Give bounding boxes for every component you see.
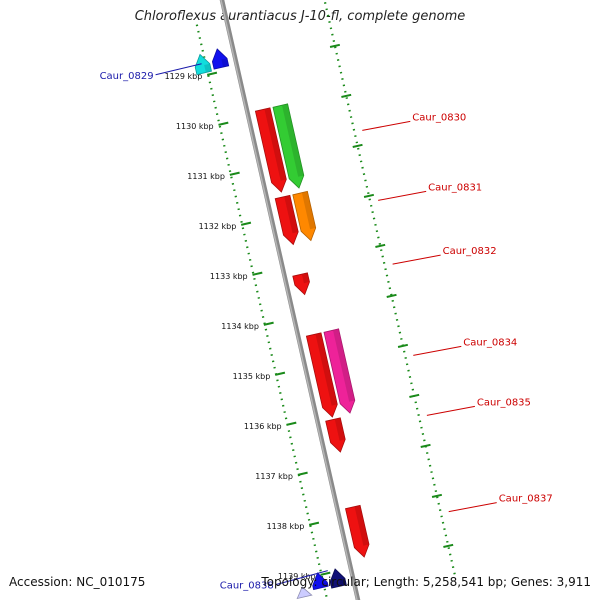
backbone-line	[219, 0, 361, 600]
gene-feature[interactable]	[194, 53, 212, 76]
tick-label: 1131 kbp	[187, 172, 225, 181]
gene-shade	[264, 107, 287, 181]
gene-feature[interactable]	[312, 572, 329, 591]
gene-label[interactable]: Caur_0837	[499, 494, 553, 505]
gene-label-leader	[392, 254, 441, 265]
tick-mark-outer	[431, 493, 443, 498]
gene-label[interactable]: Caur_0831	[428, 182, 482, 193]
tick-label: 1135 kbp	[233, 372, 271, 381]
tick-label: 1134 kbp	[221, 322, 259, 331]
tick-label: 1133 kbp	[210, 272, 248, 281]
tick-mark-outer	[363, 193, 375, 198]
tick-mark-outer	[341, 93, 352, 98]
genome-backbone	[219, 0, 361, 600]
tick-mark	[206, 71, 218, 76]
tick-label: 1129 kbp	[165, 72, 203, 81]
tick-label: 1136 kbp	[244, 422, 282, 431]
gene-label[interactable]: Caur_0834	[463, 337, 517, 348]
tick-mark-outer	[420, 443, 431, 448]
gene-shade	[301, 191, 316, 230]
track-band	[195, 0, 457, 600]
gene-label[interactable]: Caur_0832	[443, 246, 497, 257]
gene-shade	[221, 58, 229, 67]
gene-arrow	[296, 586, 313, 600]
gene-label-leader	[413, 345, 462, 356]
gene-label[interactable]: Caur_0830	[412, 112, 466, 123]
tick-mark	[229, 171, 240, 176]
gene-feature[interactable]	[296, 586, 313, 600]
gene-shade	[301, 272, 310, 284]
tick-mark	[308, 521, 320, 526]
gene-shade	[284, 195, 299, 234]
gene-label-leader	[155, 63, 202, 76]
tick-label: 1138 kbp	[267, 522, 305, 531]
gene-label-leader	[448, 502, 497, 513]
gene-labels: Caur_0829 Caur_0830 Caur_0831 Caur_0832 Caur…	[100, 63, 553, 592]
topology-text: Topology: circular; Length: 5,258,541 bp…	[261, 575, 591, 589]
gene-feature[interactable]	[292, 272, 310, 296]
tick-label: 1130 kbp	[176, 122, 214, 131]
gene-feature[interactable]	[305, 332, 338, 418]
tick-mark	[286, 421, 297, 426]
tick-mark	[320, 571, 331, 576]
gene-shade	[334, 417, 346, 441]
tick-mark	[252, 271, 263, 276]
tick-label: 1132 kbp	[199, 222, 237, 231]
tick-label: 1137 kbp	[255, 472, 293, 481]
gene-feature[interactable]	[254, 107, 287, 193]
gene-shade	[321, 582, 329, 588]
gene-label-leader	[275, 570, 328, 586]
tick-mark	[240, 221, 252, 226]
gene-shade	[204, 63, 212, 73]
gene-feature[interactable]	[323, 328, 356, 414]
gene-feature[interactable]	[329, 568, 347, 589]
gene-label-leader	[378, 190, 427, 201]
gene-features	[194, 48, 370, 600]
tick-mark	[274, 371, 286, 376]
gene-feature[interactable]	[272, 103, 305, 189]
tick-mark-outer	[386, 293, 397, 298]
tick-marks: 1129 kbp 1130 kbp 1131 kbp 1132 kbp 1133 kbp…	[165, 43, 454, 581]
tick-mark	[297, 471, 308, 476]
gene-shade	[354, 505, 369, 546]
gene-label[interactable]: Caur_0835	[477, 397, 531, 408]
gene-shade	[339, 578, 347, 586]
accession-text: Accession: NC_010175	[9, 575, 146, 589]
tick-label: 1139 kbp	[278, 572, 316, 581]
band-outer-edge	[323, 0, 457, 577]
gene-shade	[333, 328, 355, 402]
tick-mark	[218, 121, 229, 126]
gene-shade	[315, 332, 338, 406]
gene-label[interactable]: Caur_0829	[100, 71, 154, 82]
tick-mark-outer	[352, 143, 363, 148]
gene-shade	[282, 103, 304, 177]
tick-mark	[263, 321, 274, 326]
backbone-highlight	[220, 0, 358, 600]
tick-mark-outer	[375, 243, 386, 248]
gene-feature[interactable]	[274, 194, 299, 246]
gene-feature[interactable]	[211, 48, 230, 70]
tick-mark-outer	[443, 543, 454, 548]
gene-label-leader	[362, 120, 411, 131]
gene-feature[interactable]	[345, 504, 370, 558]
gene-label[interactable]: Caur_0838	[220, 581, 274, 592]
gene-feature[interactable]	[292, 190, 317, 242]
map-title: Chloroflexus aurantiacus J-10-fl, comple…	[134, 9, 466, 24]
gene-feature[interactable]	[325, 417, 346, 453]
gene-label-leader	[426, 405, 475, 416]
tick-mark-outer	[329, 43, 341, 48]
tick-mark-outer	[409, 393, 420, 398]
tick-mark-outer	[397, 343, 409, 348]
